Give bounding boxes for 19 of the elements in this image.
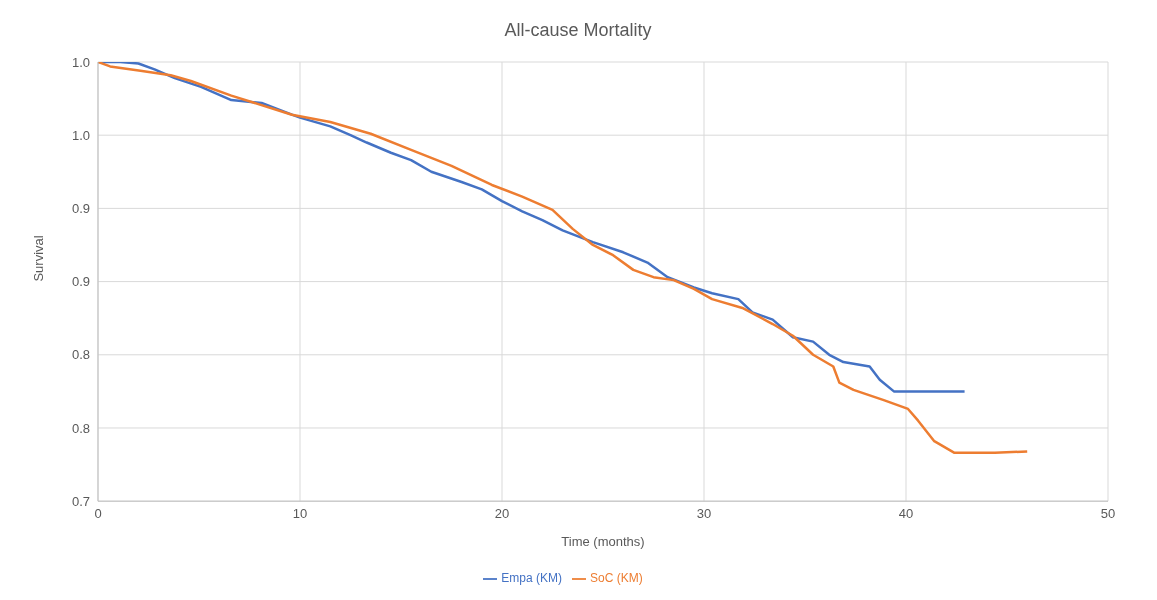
y-tick-label: 0.9 (71, 201, 90, 217)
x-tick-label: 40 (898, 506, 914, 522)
legend-label: SoC (KM) (590, 571, 643, 586)
y-tick-label: 0.7 (71, 493, 90, 509)
y-tick-label: 1.0 (71, 127, 90, 143)
x-tick-label: 30 (696, 506, 712, 522)
line-series (98, 62, 1029, 455)
y-tick-label: 1.0 (71, 54, 90, 70)
legend-label: Empa (KM) (501, 571, 562, 586)
x-tick-label: 10 (292, 506, 308, 522)
y-axis-title: Survival (30, 235, 46, 282)
x-tick-label: 0 (94, 506, 102, 522)
x-tick-label: 20 (494, 506, 510, 522)
y-tick-label: 0.8 (71, 347, 90, 363)
chart-title: All-cause Mortality (503, 19, 653, 42)
x-axis-title: Time (months) (561, 534, 645, 550)
x-tick-label: 50 (1100, 506, 1116, 522)
y-tick-label: 0.9 (71, 274, 90, 290)
y-tick-label: 0.8 (71, 420, 90, 436)
